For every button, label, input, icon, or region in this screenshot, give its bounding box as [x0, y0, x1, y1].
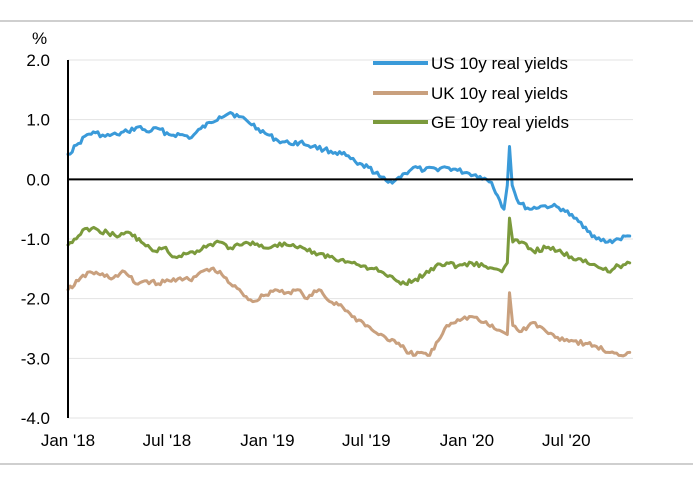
legend: US 10y real yields UK 10y real yields GE 1…	[373, 54, 569, 132]
y-tick-label: -2.0	[21, 290, 50, 309]
y-axis-unit-label: %	[32, 29, 47, 48]
y-tick-label: 2.0	[26, 51, 50, 70]
x-tick-label: Jan '20	[440, 431, 494, 450]
gridlines	[68, 59, 633, 419]
tick-labels: 2.0 1.0 0.0 -1.0 -2.0 -3.0 -4.0 Jan '18 Jul '18 J…	[21, 51, 591, 450]
series-line-1	[66, 266, 632, 358]
axes	[67, 60, 633, 418]
y-tick-label: 1.0	[26, 111, 50, 130]
x-tick-label: Jan '19	[240, 431, 294, 450]
series-layer	[66, 111, 632, 358]
series-line-2	[66, 216, 632, 286]
legend-label-0: US 10y real yields	[431, 54, 568, 73]
x-tick-label: Jul '20	[542, 431, 591, 450]
y-tick-label: -3.0	[21, 349, 50, 368]
x-tick-label: Jul '19	[342, 431, 391, 450]
x-tick-label: Jul '18	[143, 431, 192, 450]
y-tick-label: -1.0	[21, 230, 50, 249]
y-tick-label: 0.0	[26, 170, 50, 189]
x-tick-label: Jan '18	[41, 431, 95, 450]
legend-label-1: UK 10y real yields	[431, 84, 568, 103]
y-tick-label: -4.0	[21, 409, 50, 428]
series-line-0	[66, 111, 632, 245]
legend-label-2: GE 10y real yields	[431, 113, 569, 132]
